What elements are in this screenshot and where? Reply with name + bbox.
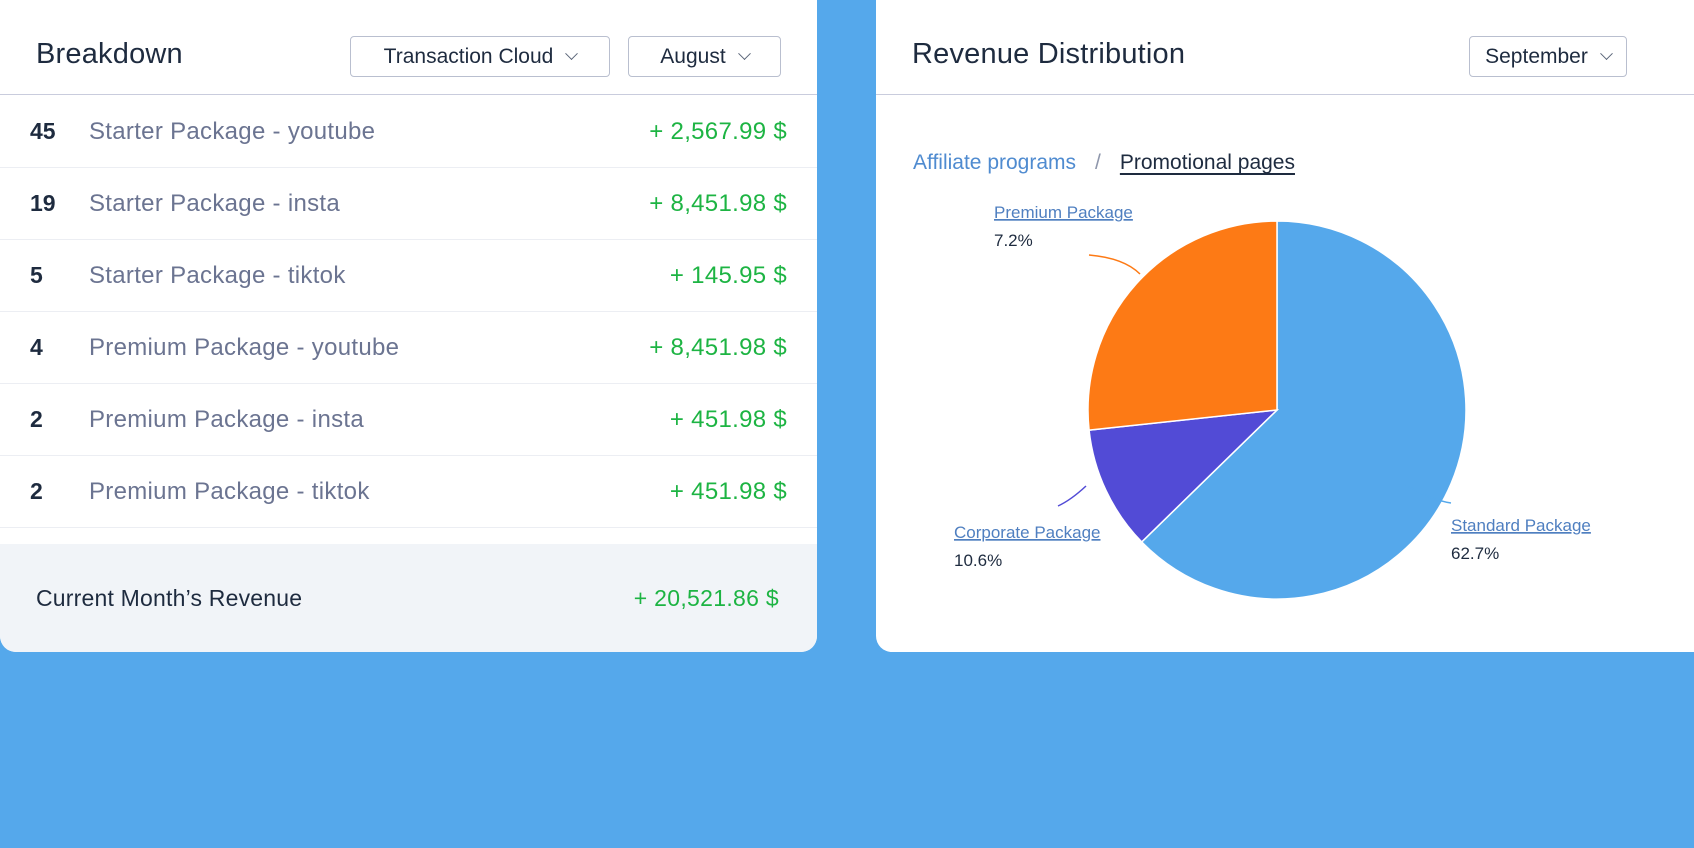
row-label: Premium Package - insta	[89, 405, 365, 433]
tab-separator: /	[1095, 151, 1101, 174]
slice-percent: 10.6%	[954, 551, 1002, 570]
revenue-title: Revenue Distribution	[912, 38, 1186, 70]
month-dropdown-value: August	[660, 44, 726, 68]
row-count: 2	[30, 406, 43, 432]
revenue-summary: Current Month’s Revenue + 20,521.86 $	[0, 544, 817, 652]
row-amount: + 451.98 $	[669, 477, 787, 505]
source-dropdown-value: Transaction Cloud	[383, 44, 554, 68]
row-amount: + 8,451.98 $	[649, 333, 787, 361]
row-amount: + 145.95 $	[669, 261, 787, 289]
list-item: 2 Premium Package - tiktok + 451.98 $	[0, 456, 817, 528]
source-tabs: Affiliate programs / Promotional pages	[913, 151, 1295, 175]
tab-affiliate-programs[interactable]: Affiliate programs	[913, 151, 1077, 174]
row-label: Starter Package - insta	[89, 189, 341, 217]
row-amount: + 451.98 $	[669, 405, 787, 433]
row-label: Premium Package - youtube	[89, 333, 400, 361]
summary-amount: + 20,521.86 $	[633, 584, 779, 611]
breakdown-card: Breakdown Transaction Cloud August 45 St…	[0, 0, 817, 652]
list-item: 2 Premium Package - insta + 451.98 $	[0, 384, 817, 456]
breakdown-title: Breakdown	[36, 38, 183, 70]
revenue-month-dropdown[interactable]: September	[1469, 36, 1627, 77]
pie-slice-premium-package[interactable]	[1087, 220, 1278, 431]
slice-label[interactable]: Premium Package	[994, 203, 1133, 222]
slice-label[interactable]: Standard Package	[1451, 516, 1591, 535]
row-label: Starter Package - youtube	[89, 117, 376, 145]
list-item: 45 Starter Package - youtube + 2,567.99 …	[0, 96, 817, 168]
chevron-down-icon	[737, 47, 751, 61]
chevron-down-icon	[565, 47, 579, 61]
slice-percent: 62.7%	[1451, 544, 1499, 563]
leader-line	[1088, 254, 1141, 275]
slice-percent: 7.2%	[994, 231, 1033, 250]
source-dropdown[interactable]: Transaction Cloud	[350, 36, 610, 77]
breakdown-list: 45 Starter Package - youtube + 2,567.99 …	[0, 96, 817, 528]
row-label: Premium Package - tiktok	[89, 477, 370, 505]
slice-label[interactable]: Corporate Package	[954, 523, 1100, 542]
list-item: 4 Premium Package - youtube + 8,451.98 $	[0, 312, 817, 384]
pie-slice-standard-package[interactable]	[1140, 220, 1467, 600]
row-count: 19	[30, 190, 56, 216]
revenue-month-value: September	[1485, 44, 1588, 68]
row-count: 45	[30, 118, 56, 144]
row-count: 2	[30, 478, 43, 504]
revenue-header: Revenue Distribution September	[876, 0, 1694, 95]
leader-line	[1057, 485, 1087, 507]
pie-slice-corporate-package[interactable]	[1088, 409, 1280, 544]
list-item: 5 Starter Package - tiktok + 145.95 $	[0, 240, 817, 312]
breakdown-header: Breakdown Transaction Cloud August	[0, 0, 817, 95]
tab-promotional-pages[interactable]: Promotional pages	[1119, 151, 1295, 174]
list-item: 19 Starter Package - insta + 8,451.98 $	[0, 168, 817, 240]
month-dropdown[interactable]: August	[628, 36, 781, 77]
summary-label: Current Month’s Revenue	[36, 584, 303, 611]
leader-line	[1405, 484, 1452, 504]
row-amount: + 8,451.98 $	[649, 189, 787, 217]
revenue-distribution-card: Revenue Distribution September Affiliate…	[876, 0, 1694, 652]
row-label: Starter Package - tiktok	[89, 261, 346, 289]
row-amount: + 2,567.99 $	[649, 117, 787, 145]
row-count: 5	[30, 262, 43, 288]
revenue-pie-chart: Standard Package 62.7% Corporate Package 10…	[954, 203, 1591, 600]
row-count: 4	[30, 334, 43, 360]
